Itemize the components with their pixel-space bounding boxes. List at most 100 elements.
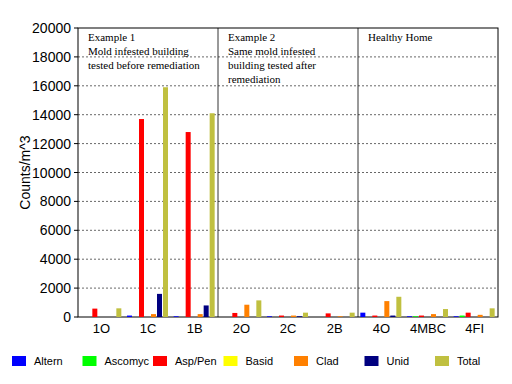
annotation: Same mold infested <box>228 45 316 57</box>
category-label: 4FI <box>465 321 484 336</box>
bar <box>267 316 272 317</box>
bar <box>279 316 284 317</box>
bar <box>419 316 424 317</box>
plot-frame <box>78 28 498 317</box>
bar <box>139 119 144 317</box>
tick-label: 6000 <box>40 222 71 238</box>
bar <box>285 317 290 318</box>
bar <box>145 317 150 318</box>
tick-label: 14000 <box>32 107 71 123</box>
tick-mark <box>74 143 78 144</box>
bar <box>320 317 325 318</box>
legend-label: Altern <box>34 355 63 367</box>
bar <box>180 317 185 318</box>
bar <box>250 317 255 318</box>
bar <box>163 87 168 317</box>
bar <box>484 317 489 318</box>
bar <box>92 309 97 317</box>
tick-mark <box>74 259 78 260</box>
bar <box>204 305 209 317</box>
tick-label: 0 <box>63 309 71 325</box>
bar <box>332 317 337 318</box>
bar <box>378 317 383 318</box>
annotation: Example 2 <box>228 31 275 43</box>
tick-mark <box>74 28 78 29</box>
bar <box>390 316 395 317</box>
legend-label: Basid <box>246 355 274 367</box>
bar <box>291 316 296 317</box>
bar <box>174 316 179 317</box>
bar <box>407 316 412 317</box>
bar <box>186 132 191 317</box>
annotation: building tested after <box>228 59 316 71</box>
category-label: 2B <box>327 321 343 336</box>
bar <box>454 316 459 317</box>
tick-label: 12000 <box>32 136 71 152</box>
legend-label: Unid <box>387 355 410 367</box>
tick-label: 8000 <box>40 193 71 209</box>
bar <box>366 317 371 318</box>
bar <box>344 317 349 318</box>
legend-swatch <box>435 356 449 366</box>
tick-mark <box>74 288 78 289</box>
bar <box>86 317 91 318</box>
annotation: tested before remediation <box>88 59 200 71</box>
legend-swatch <box>294 356 308 366</box>
bar <box>127 316 132 317</box>
tick-mark <box>74 85 78 86</box>
tick-label: 10000 <box>32 165 71 181</box>
bar <box>372 316 377 317</box>
bar <box>157 294 162 317</box>
bar <box>437 317 442 318</box>
bar <box>297 316 302 317</box>
bar <box>116 308 121 317</box>
section-separator <box>218 28 219 317</box>
bar <box>413 316 418 317</box>
bar <box>431 314 436 317</box>
tick-label: 16000 <box>32 78 71 94</box>
tick-mark <box>74 56 78 57</box>
tick-mark <box>74 317 78 318</box>
bar <box>314 317 319 318</box>
legend-swatch <box>153 356 167 366</box>
tick-mark <box>74 201 78 202</box>
axis-label: Counts/m^3 <box>17 135 33 209</box>
legend-label: Total <box>457 355 480 367</box>
bar <box>80 317 85 318</box>
category-label: 1B <box>187 321 203 336</box>
tick-mark <box>74 172 78 173</box>
bar <box>478 315 483 317</box>
bar <box>273 317 278 318</box>
bar <box>232 313 237 317</box>
category-label: 2C <box>280 321 297 336</box>
bar <box>110 317 115 318</box>
tick-label: 2000 <box>40 280 71 296</box>
bar <box>98 317 103 318</box>
bar <box>256 300 261 317</box>
legend-label: Clad <box>316 355 339 367</box>
bar <box>303 313 308 317</box>
tick-mark <box>74 230 78 231</box>
section-separator <box>358 28 359 317</box>
legend-swatch <box>365 356 379 366</box>
bar <box>472 317 477 318</box>
annotation: remediation <box>228 73 281 85</box>
bar <box>104 317 109 318</box>
chart: 0 2000 4000 6000 8000 10000 12000 14000 16000 180… <box>0 0 512 384</box>
bar <box>425 317 430 318</box>
bar <box>220 317 225 318</box>
bar <box>133 317 138 318</box>
annotation: Healthy Home <box>368 31 433 43</box>
bars <box>92 87 494 317</box>
grid-line <box>78 85 498 86</box>
bar <box>151 314 156 317</box>
bar <box>360 313 365 317</box>
tick-label: 4000 <box>40 251 71 267</box>
category-label: 4O <box>373 321 390 336</box>
bar <box>396 297 401 317</box>
tick-label: 18000 <box>32 49 71 65</box>
bar <box>192 317 197 318</box>
tick-label: 20000 <box>32 20 71 36</box>
tick-mark <box>74 114 78 115</box>
bar <box>326 313 331 317</box>
